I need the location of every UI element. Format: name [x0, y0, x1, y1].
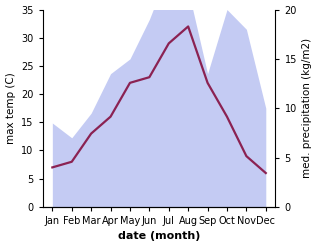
- X-axis label: date (month): date (month): [118, 231, 200, 242]
- Y-axis label: med. precipitation (kg/m2): med. precipitation (kg/m2): [302, 38, 313, 178]
- Y-axis label: max temp (C): max temp (C): [5, 72, 16, 144]
